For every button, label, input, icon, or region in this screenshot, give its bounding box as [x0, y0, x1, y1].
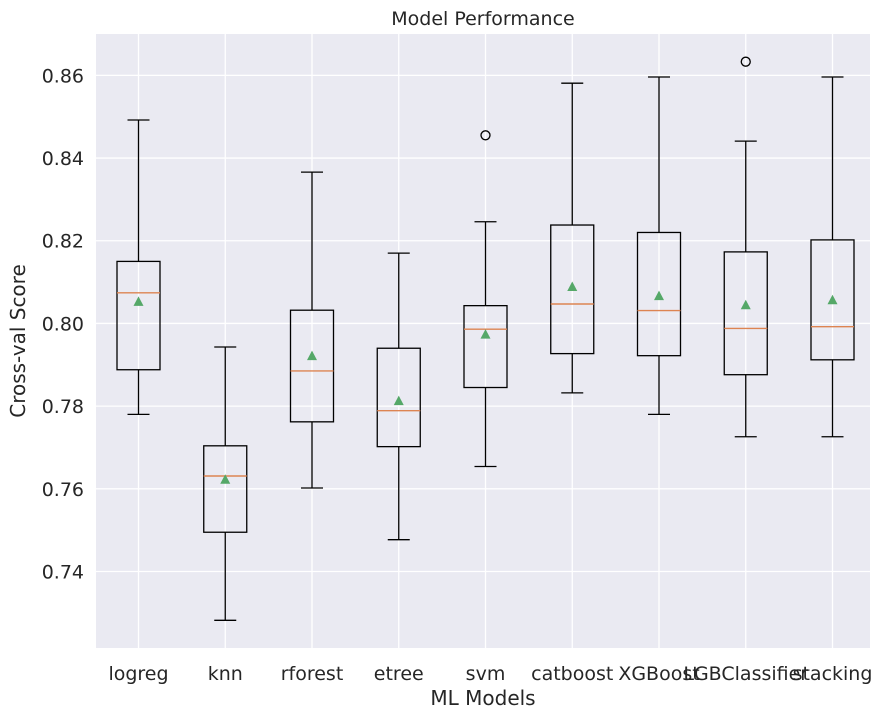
iqr-box: [810, 239, 855, 361]
x-tick-label: logreg: [108, 663, 168, 685]
x-tick-label: svm: [466, 663, 506, 685]
iqr-box: [116, 260, 161, 371]
y-tick-label: 0.84: [42, 148, 84, 170]
mean-marker: [654, 290, 664, 301]
plot-area: [96, 34, 870, 648]
y-tick-label: 0.78: [42, 396, 84, 418]
x-tick-label: knn: [208, 663, 243, 685]
x-tick-label: LGBClassifier: [683, 663, 808, 685]
gridlines: [96, 34, 870, 648]
mean-marker: [393, 395, 404, 406]
iqr-box: [203, 445, 248, 533]
iqr-box: [550, 224, 595, 355]
x-tick-label: catboost: [531, 663, 613, 685]
box-svm: [463, 130, 508, 468]
mean-marker: [827, 294, 838, 305]
chart-title: Model Performance: [391, 8, 575, 30]
box-XGBoost: [636, 76, 682, 416]
box-etree: [376, 252, 421, 541]
x-tick-label: rforest: [281, 663, 344, 685]
mean-marker: [133, 296, 144, 306]
x-tick-label: XGBoost: [618, 663, 699, 685]
mean-marker: [567, 281, 578, 292]
outlier-point: [740, 56, 751, 67]
box-logreg: [116, 119, 161, 416]
iqr-box: [376, 347, 421, 448]
x-axis-label: ML Models: [430, 686, 535, 710]
x-tick-label: stacking: [793, 663, 873, 685]
mean-marker: [740, 299, 751, 310]
x-tick-label: etree: [374, 663, 424, 685]
iqr-box: [723, 251, 768, 376]
mean-marker: [220, 474, 231, 484]
mean-marker: [307, 350, 317, 361]
y-tick-label: 0.76: [42, 479, 84, 501]
box-stacking: [810, 76, 855, 438]
y-tick-label: 0.86: [42, 65, 84, 87]
box-rforest: [289, 171, 335, 489]
y-tick-label: 0.82: [42, 231, 84, 253]
mean-marker: [480, 329, 491, 339]
iqr-box: [636, 231, 682, 357]
y-tick-label: 0.80: [42, 313, 84, 335]
x-tick-labels: logreg knn rforest etree svm catboost XGBoostL…: [108, 663, 872, 685]
y-tick-labels: 0.74 0.76 0.78 0.80 0.82 0.84 0.86: [42, 65, 84, 583]
box-series: [116, 56, 855, 621]
iqr-box: [463, 304, 508, 389]
iqr-box: [289, 309, 335, 423]
y-tick-label: 0.74: [42, 562, 84, 584]
box-knn: [203, 346, 248, 621]
outlier-point: [480, 130, 491, 141]
y-axis-label: Cross-val Score: [6, 264, 30, 418]
box-catboost: [550, 82, 595, 394]
box-LGBClassifier: [723, 56, 768, 438]
